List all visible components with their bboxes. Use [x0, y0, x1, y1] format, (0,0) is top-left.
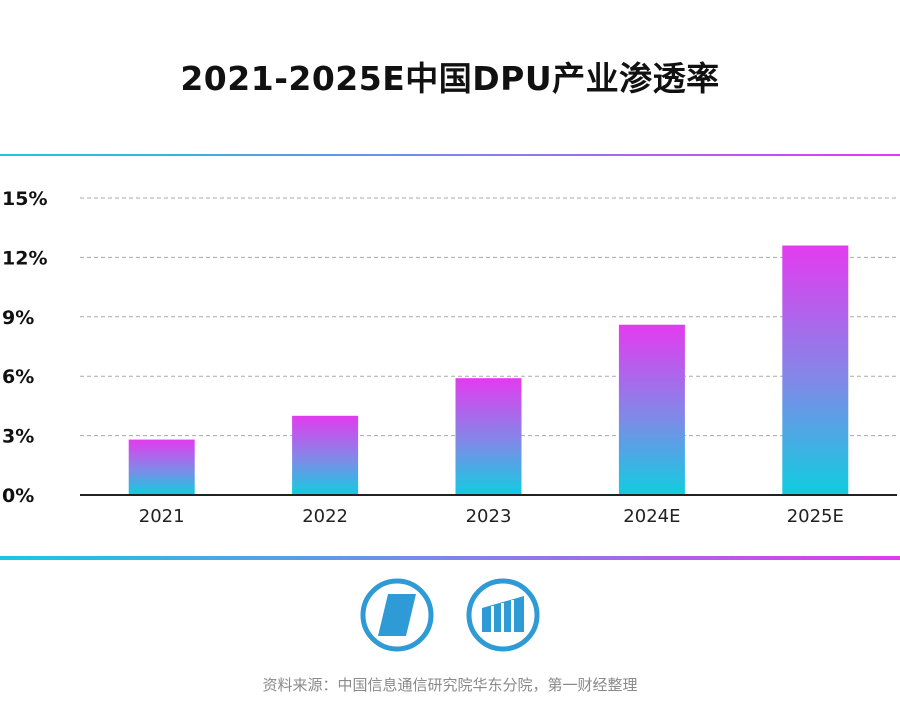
x-axis-ticks: 2021 2022 2023 2024E 2025E — [139, 506, 844, 527]
grid-lines — [80, 197, 897, 437]
x-tick-label: 2022 — [302, 506, 348, 527]
bar-2023 — [455, 378, 522, 495]
y-tick-label: 12% — [2, 247, 47, 269]
y-tick-label: 9% — [2, 307, 34, 329]
y-tick-label: 0% — [2, 485, 34, 507]
bar-2021 — [128, 439, 195, 495]
x-tick-label: 2025E — [787, 506, 844, 527]
x-tick-label: 2024E — [623, 506, 680, 527]
bars — [128, 245, 849, 495]
top-divider — [0, 154, 900, 156]
x-tick-label: 2023 — [466, 506, 512, 527]
source-note: 资料来源：中国信息通信研究院华东分院，第一财经整理 — [262, 676, 638, 694]
logo-parallelogram-icon — [360, 578, 434, 652]
logo-group — [0, 578, 900, 652]
y-tick-label: 6% — [2, 366, 34, 388]
bottom-divider — [0, 556, 900, 560]
bar-chart: 0% 3% 6% 9% 12% 15% 2021 2022 2023 2024E 2025E — [2, 188, 897, 527]
x-tick-label: 2021 — [139, 506, 185, 527]
y-tick-label: 15% — [2, 188, 47, 210]
bar-2022 — [292, 415, 359, 495]
y-axis-ticks: 0% 3% 6% 9% 12% 15% — [2, 188, 47, 507]
bar-2024e — [618, 324, 685, 495]
chart-title: 2021-2025E中国DPU产业渗透率 — [180, 59, 720, 98]
logo-bars-icon — [466, 578, 540, 652]
bar-2025e — [782, 245, 849, 495]
y-tick-label: 3% — [2, 426, 34, 448]
